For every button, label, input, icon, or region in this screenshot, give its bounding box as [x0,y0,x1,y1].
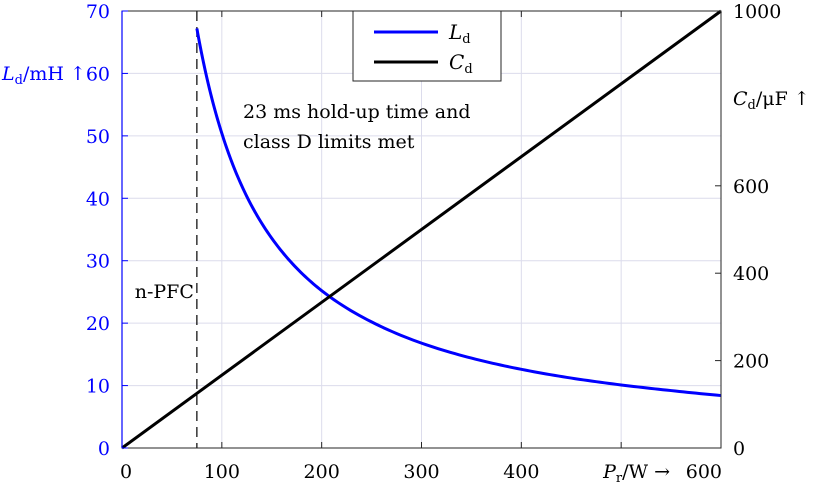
y-right-tick-label: 400 [733,263,769,285]
legend-entry: Cd [449,50,473,77]
x-tick-label: 100 [204,461,240,483]
y-left-tick-label: 40 [86,188,110,210]
legend: Ld Cd [352,10,502,82]
y-left-tick-label: 30 [86,251,110,273]
y-right-tick-label: 0 [733,438,745,460]
y-left-tick-label: 20 [86,313,110,335]
y-right-tick-label: 1000 [733,1,781,23]
x-tick-label: 0 [120,461,132,483]
series-line-c-d [121,9,722,450]
legend-box [352,10,502,82]
n-pfc-marker: n-PFC [135,11,198,448]
x-tick-label: 400 [503,461,539,483]
series-lines [121,9,722,450]
y-left-tick-label: 60 [86,63,110,85]
x-tick-label: 200 [304,461,340,483]
annotations: 23 ms hold-up time and class D limits met [243,101,471,153]
hold-up-annotation: 23 ms hold-up time and [243,101,471,123]
y-right-axis-label: Cd/μF ↑ [733,88,810,113]
y-left-tick-label: 70 [86,1,110,23]
y-right-tick-label: 200 [733,351,769,373]
axis-labels: Ld/mH ↑ Cd/μF ↑ Pr/W → [1,63,810,486]
y-right-tick-label: 600 [733,176,769,198]
n-pfc-label: n-PFC [135,281,194,303]
y-left-tick-label: 10 [86,376,110,398]
x-axis-label: Pr/W → [602,461,670,486]
hold-up-annotation: class D limits met [243,131,415,153]
x-tick-label: 300 [403,461,439,483]
axes: 0 100 200 300 400 600 0 10 20 30 40 50 60 70 0 200 400 60… [86,1,782,483]
y-left-axis-label: Ld/mH ↑ [1,63,86,88]
y-left-tick-label: 0 [98,438,110,460]
y-left-tick-label: 50 [86,126,110,148]
legend-entry: Ld [448,20,471,47]
series-line-l-d [195,28,722,398]
x-tick-label: 600 [686,461,722,483]
